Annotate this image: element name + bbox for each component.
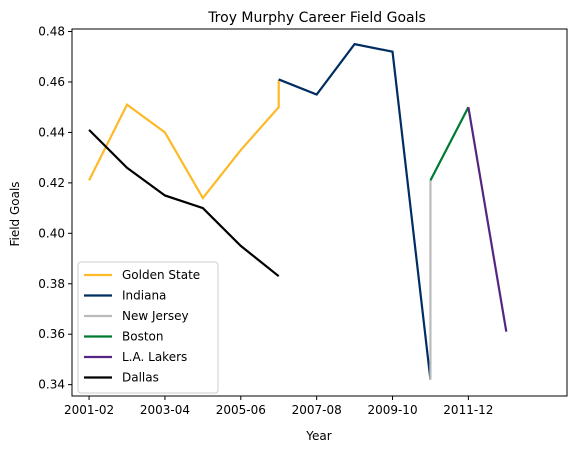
legend-label-indiana: Indiana: [122, 289, 166, 303]
legend: Golden State Indiana New Jersey Boston L.A. …: [77, 261, 219, 394]
y-tick-label: 0.40: [38, 226, 65, 240]
x-axis: 2001-02 2003-04 2005-06 2007-08 2009-10 2011-…: [64, 396, 493, 417]
x-tick-label: 2005-06: [216, 403, 266, 417]
x-axis-title: Year: [305, 429, 331, 443]
legend-label-dallas: Dallas: [122, 371, 159, 385]
y-tick-label: 0.44: [38, 125, 65, 139]
legend-label-golden-state: Golden State: [122, 268, 200, 282]
legend-label-boston: Boston: [122, 330, 163, 344]
series-line-indiana: [278, 42, 432, 380]
plot-frame: [71, 28, 568, 397]
legend-label-l-a-lakers: L.A. Lakers: [122, 350, 187, 364]
series-line-boston: [429, 106, 470, 181]
x-tick-label: 2007-08: [292, 403, 342, 417]
x-tick-label: 2011-12: [443, 403, 493, 417]
plot-lines: [88, 42, 508, 380]
y-tick-label: 0.42: [38, 176, 65, 190]
x-tick-label: 2003-04: [140, 403, 190, 417]
y-tick-label: 0.48: [38, 25, 65, 39]
legend-box: [77, 261, 219, 394]
series-line-dallas: [88, 129, 280, 278]
y-tick-label: 0.34: [38, 378, 65, 392]
y-tick-label: 0.38: [38, 277, 65, 291]
x-tick-label: 2009-10: [367, 403, 417, 417]
y-tick-label: 0.46: [38, 75, 65, 89]
chart-title: Troy Murphy Career Field Goals: [207, 10, 426, 26]
series-line-golden-state: [88, 79, 280, 200]
y-tick-label: 0.36: [38, 327, 65, 341]
y-axis: 0.34 0.36 0.38 0.40 0.42 0.44 0.46 0.48: [38, 25, 72, 392]
x-tick-label: 2001-02: [64, 403, 114, 417]
series-line-l-a-lakers: [467, 107, 508, 332]
legend-label-new-jersey: New Jersey: [122, 309, 189, 323]
y-axis-title: Field Goals: [8, 181, 22, 246]
